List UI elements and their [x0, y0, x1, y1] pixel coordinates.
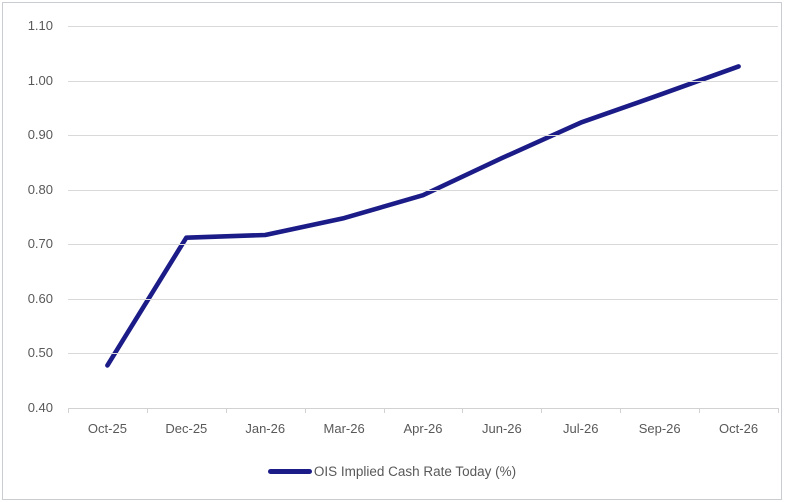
y-axis-label: 1.00 — [27, 73, 53, 88]
legend-line-swatch-icon — [267, 469, 312, 474]
y-axis-label: 1.10 — [27, 18, 53, 33]
x-axis-tick — [541, 408, 543, 413]
x-axis-label: Dec-25 — [165, 421, 208, 436]
x-axis-label: Mar-26 — [323, 421, 365, 436]
x-axis-tick — [462, 408, 464, 413]
gridline — [68, 244, 778, 245]
x-axis-tick — [778, 408, 779, 413]
x-axis-label: Jun-26 — [482, 421, 522, 436]
x-axis-label: Apr-26 — [403, 421, 443, 436]
x-axis-tick — [620, 408, 622, 413]
x-axis-tick — [699, 408, 701, 413]
legend: OIS Implied Cash Rate Today (%) — [3, 464, 781, 479]
x-axis-tick — [68, 408, 69, 413]
gridline — [68, 353, 778, 354]
x-axis-label: Jul-26 — [563, 421, 599, 436]
gridline — [68, 299, 778, 300]
x-axis-line — [68, 408, 778, 409]
y-axis-label: 0.70 — [27, 236, 53, 251]
x-axis-tick — [146, 408, 148, 413]
line-chart-svg — [105, 64, 741, 368]
x-axis-tick — [225, 408, 227, 413]
legend-label: OIS Implied Cash Rate Today (%) — [313, 464, 517, 479]
x-axis-tick — [304, 408, 306, 413]
gridline — [68, 81, 778, 82]
y-axis-label: 0.60 — [27, 291, 53, 306]
gridline — [68, 26, 778, 27]
gridline — [68, 190, 778, 191]
x-axis-label: Sep-26 — [638, 421, 681, 436]
y-axis-label: 0.40 — [27, 400, 53, 415]
y-axis-label: 0.90 — [27, 127, 53, 142]
x-axis-label: Jan-26 — [245, 421, 286, 436]
y-axis-label: 0.50 — [27, 345, 53, 360]
y-axis-label: 0.80 — [27, 182, 53, 197]
x-axis-tick — [383, 408, 385, 413]
x-axis-label: Oct-25 — [87, 421, 127, 436]
gridline — [68, 135, 778, 136]
x-axis-label: Oct-26 — [719, 421, 759, 436]
data-line-ois-implied-cash-rate — [105, 64, 741, 368]
y-axis: 0.40 0.50 0.60 0.70 0.80 0.90 1.00 1.10 — [3, 3, 53, 499]
plot-area — [68, 26, 778, 409]
